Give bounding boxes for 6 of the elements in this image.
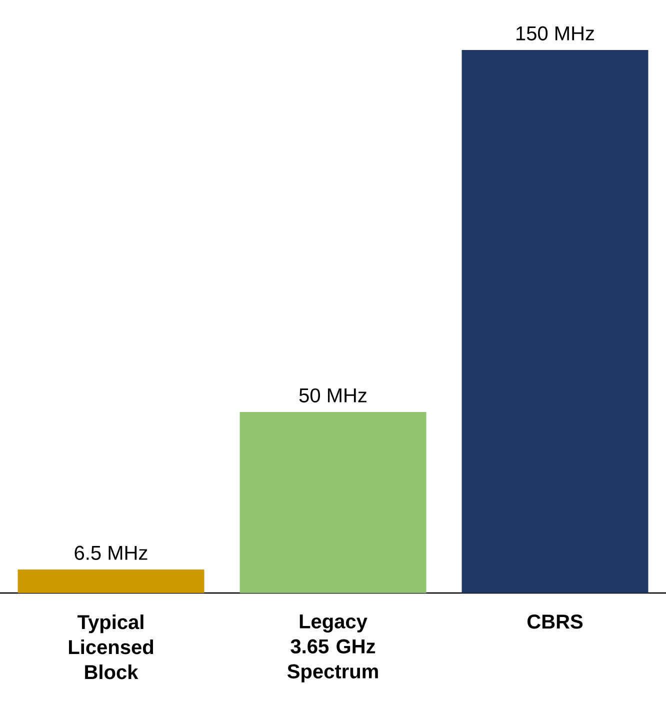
x-tick-label: CBRS bbox=[527, 614, 583, 629]
data-label: 50 MHz bbox=[299, 388, 366, 402]
x-tick-label: Legacy 3.65 GHz Spectrum bbox=[287, 614, 378, 682]
x-tick-label: Typical Licensed Block bbox=[68, 614, 154, 680]
data-label: 6.5 MHz bbox=[74, 546, 148, 560]
data-label: 150 MHz bbox=[516, 26, 594, 40]
